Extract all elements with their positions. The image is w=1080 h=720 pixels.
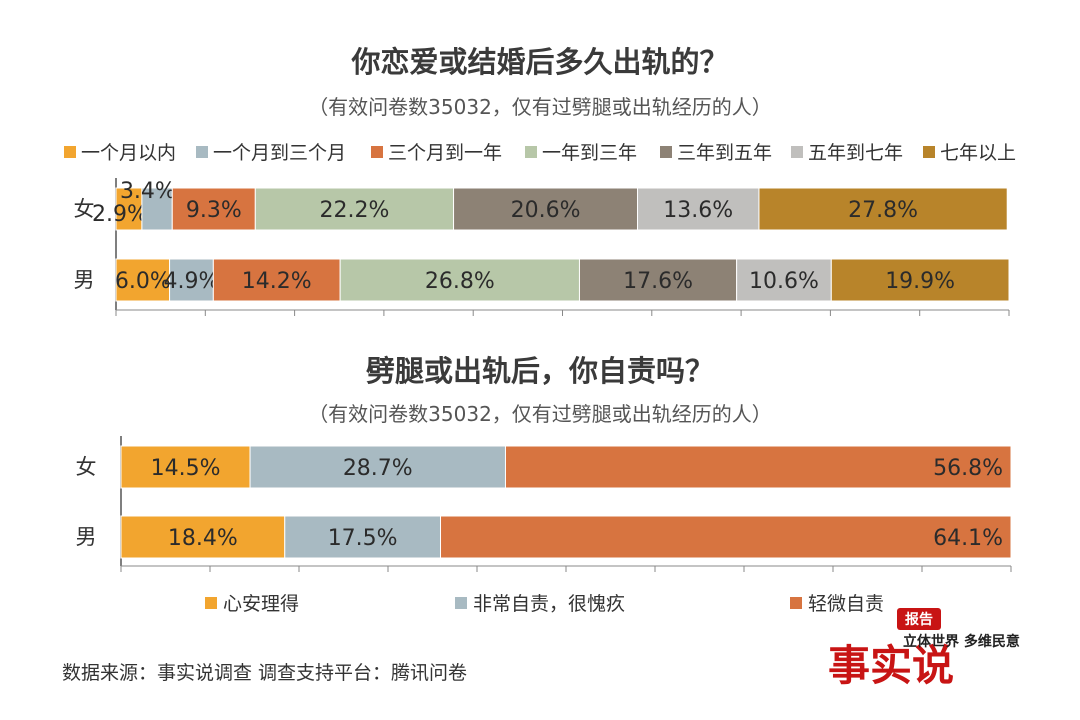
chart1-data-label: 3.4% xyxy=(120,179,176,204)
brand-logo-text: 事实说 xyxy=(828,641,954,690)
chart1-data-label: 26.8% xyxy=(425,269,495,294)
chart1-legend: 一个月以内 一个月到三个月 三个月到一年 一年到三年 三年到五年 五年到七年 七年以上 xyxy=(64,142,1016,164)
chart2-legend-swatch xyxy=(455,597,467,609)
chart2-data-label: 64.1% xyxy=(933,526,1003,551)
chart1-bar-segment xyxy=(758,187,1008,231)
chart1-bar-segment xyxy=(578,258,738,302)
brand-watermark-logo: 事实说 报告 立体世界 多维民意 xyxy=(828,608,1020,690)
brand-badge-bg xyxy=(897,608,941,630)
chart2-bar-segment xyxy=(120,445,251,489)
chart2-data-label: 18.4% xyxy=(168,526,238,551)
chart1-bar-segment xyxy=(830,258,1010,302)
chart1-bar-segment xyxy=(736,258,832,302)
chart1-legend-label: 五年到七年 xyxy=(808,142,903,164)
chart2-bar-segment xyxy=(440,515,1012,559)
chart2-bar-segment xyxy=(504,445,1012,489)
brand-tagline: 立体世界 多维民意 xyxy=(903,633,1020,650)
chart1-bar-segment xyxy=(339,258,580,302)
chart2-data-label: 17.5% xyxy=(328,526,398,551)
chart1-data-label: 9.3% xyxy=(186,198,242,223)
chart2-legend-label: 非常自责，很愧疚 xyxy=(473,593,625,615)
chart1-legend-swatch xyxy=(923,146,935,158)
chart1-title: 你恋爱或结婚后多久出轨的？ xyxy=(350,45,728,79)
chart2-subtitle: （有效问卷数35032，仅有过劈腿或出轨经历的人） xyxy=(308,402,772,426)
chart1-legend-label: 一个月以内 xyxy=(81,142,176,164)
chart1-data-label: 14.2% xyxy=(242,269,312,294)
chart1-legend-swatch xyxy=(196,146,208,158)
chart1-data-label: 2.9% xyxy=(92,202,148,227)
chart1-bar-segment xyxy=(115,258,171,302)
chart1-data-label: 6.0% xyxy=(115,269,171,294)
brand-badge-text: 报告 xyxy=(905,611,933,628)
chart2-data-label: 28.7% xyxy=(343,456,413,481)
chart2-category-label: 男 xyxy=(76,525,97,549)
chart1-legend-swatch xyxy=(371,146,383,158)
chart1-axis: 女男 xyxy=(74,178,1010,316)
chart1-data-label: 27.8% xyxy=(848,198,918,223)
chart2-legend-swatch xyxy=(205,597,217,609)
chart2-legend: 心安理得 非常自责，很愧疚 轻微自责 xyxy=(205,593,884,615)
chart1-bar-segment xyxy=(169,258,214,302)
chart1-subtitle: （有效问卷数35032，仅有过劈腿或出轨经历的人） xyxy=(308,95,772,119)
chart1-category-label: 男 xyxy=(74,268,95,292)
chart2-bars: 14.5% 28.7% 56.8% 18.4% 17.5% 64.1% xyxy=(120,445,1012,559)
chart1-data-label: 19.9% xyxy=(885,269,955,294)
chart2-legend-label: 心安理得 xyxy=(223,593,299,615)
chart1-legend-swatch xyxy=(660,146,672,158)
chart2-bar-segment xyxy=(120,515,286,559)
chart2-category-label: 女 xyxy=(76,455,97,479)
chart1-bar-segment xyxy=(141,187,173,231)
data-source-note: 数据来源：事实说调查 调查支持平台：腾讯问卷 xyxy=(62,662,467,684)
chart1-data-label: 20.6% xyxy=(511,198,581,223)
chart1-bar-segment xyxy=(637,187,760,231)
chart1-bar-segment xyxy=(453,187,639,231)
chart1-legend-swatch xyxy=(525,146,537,158)
chart2-data-label: 56.8% xyxy=(933,456,1003,481)
chart1-data-label: 4.9% xyxy=(164,269,220,294)
chart1-legend-label: 三年到五年 xyxy=(677,142,772,164)
chart1-legend-label: 七年以上 xyxy=(940,142,1016,164)
chart1-bar-segment xyxy=(115,187,143,231)
chart1-legend-label: 三个月到一年 xyxy=(388,142,502,164)
chart2-title: 劈腿或出轨后，你自责吗？ xyxy=(366,354,714,388)
chart1-bar-segment xyxy=(212,258,341,302)
chart1-data-label: 13.6% xyxy=(663,198,733,223)
chart1-bars: 2.9%3.4% 9.3% 22.2% 20.6% 13.6% 27.8% 6.0%4.9%… xyxy=(92,179,1010,302)
chart2-bar-segment xyxy=(284,515,442,559)
chart1-legend-label: 一个月到三个月 xyxy=(213,142,346,164)
chart1-bar-segment xyxy=(254,187,455,231)
chart1-legend-label: 一年到三年 xyxy=(542,142,637,164)
chart1-legend-swatch xyxy=(791,146,803,158)
chart1-data-label: 10.6% xyxy=(749,269,819,294)
chart2-legend-swatch xyxy=(790,597,802,609)
chart1-legend-swatch xyxy=(64,146,76,158)
chart1-bar-segment xyxy=(171,187,256,231)
chart2-bar-segment xyxy=(249,445,506,489)
chart1-data-label: 22.2% xyxy=(319,198,389,223)
chart2-legend-label: 轻微自责 xyxy=(808,593,884,615)
chart2-data-label: 14.5% xyxy=(151,456,221,481)
chart1-data-label: 17.6% xyxy=(623,269,693,294)
chart1-category-label: 女 xyxy=(74,197,95,221)
